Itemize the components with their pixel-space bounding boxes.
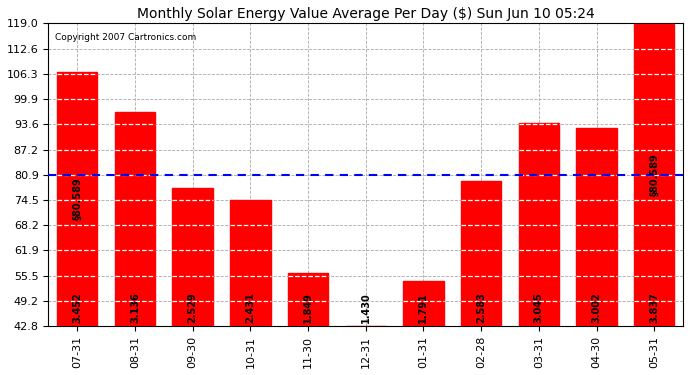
Bar	[115, 112, 155, 326]
Text: 3.136: 3.136	[130, 292, 140, 323]
Bar	[634, 24, 674, 326]
Text: 2.529: 2.529	[188, 292, 197, 323]
Title: Monthly Solar Energy Value Average Per Day ($) Sun Jun 10 05:24: Monthly Solar Energy Value Average Per D…	[137, 7, 595, 21]
Text: 3.002: 3.002	[591, 292, 602, 323]
Text: 3.045: 3.045	[534, 292, 544, 323]
Bar	[288, 273, 328, 326]
Bar	[172, 188, 213, 326]
Bar	[461, 181, 502, 326]
Text: 1.430: 1.430	[361, 292, 371, 323]
Text: §80.589: §80.589	[649, 153, 659, 196]
Text: 3.452: 3.452	[72, 292, 82, 323]
Text: §80.589: §80.589	[72, 177, 82, 220]
Text: Copyright 2007 Cartronics.com: Copyright 2007 Cartronics.com	[55, 33, 196, 42]
Text: 2.431: 2.431	[246, 292, 255, 323]
Text: 3.837: 3.837	[649, 292, 659, 323]
Text: 1.849: 1.849	[303, 292, 313, 323]
Bar	[576, 128, 617, 326]
Bar	[230, 200, 270, 326]
Bar	[403, 280, 444, 326]
Text: 2.583: 2.583	[476, 292, 486, 323]
Text: 1.791: 1.791	[418, 292, 428, 323]
Bar	[57, 72, 97, 326]
Bar	[519, 123, 559, 326]
